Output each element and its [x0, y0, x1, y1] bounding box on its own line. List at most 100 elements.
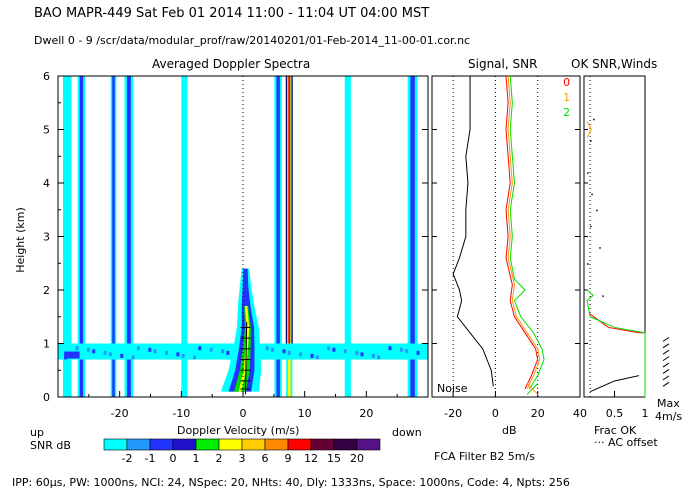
wind-barb-4: [662, 356, 670, 362]
noise-speckle-29: [327, 346, 331, 351]
y-tick-label-0: 0: [43, 391, 50, 404]
colorbar-level-4: 2: [216, 452, 223, 465]
signal-snr-panel: -20 0 20 40 Noise 0 1 2: [431, 75, 587, 420]
plot-title-line: BAO MAPR-449 Sat Feb 01 2014 11:00 - 11:…: [34, 6, 430, 21]
spectral-band-4: [181, 76, 188, 397]
snr-x-tick-label-2: 20: [531, 407, 545, 420]
db-axis-label: dB: [502, 424, 517, 437]
noise-speckle-33: [360, 352, 364, 357]
colorbar-level-8: 12: [304, 452, 318, 465]
wind-dot-4: [599, 247, 601, 249]
snr-x-tick-label-0: -20: [444, 407, 462, 420]
wind-barb-2: [662, 369, 670, 374]
ok-x-tick-label-0: 0.5: [606, 407, 624, 420]
ok-series-green: [586, 289, 646, 397]
ok-snr-winds-panel: 0.5 1: [583, 75, 670, 420]
down-label: down: [392, 426, 422, 439]
params-footer: IPP: 60µs, PW: 1000ns, NCI: 24, NSpec: 2…: [12, 476, 570, 489]
noise-speckle-10: [153, 349, 157, 354]
snr-legend-0: 0: [563, 76, 570, 89]
spectra-title: Averaged Doppler Spectra: [152, 57, 311, 71]
snr-colorbar: -2 -1 0 1 2 3 6 9 12 15 20: [103, 438, 381, 465]
wind-dot-1: [591, 193, 593, 196]
wind-dot-8: [593, 118, 595, 121]
ok-frame: [583, 75, 646, 398]
colorbar-swatch-5: [218, 438, 243, 451]
noise-speckle-25: [287, 350, 291, 355]
ok-series-black: [589, 375, 640, 393]
noise-speckle-12: [176, 352, 180, 357]
noise-speckle-37: [399, 347, 403, 352]
colorbar-swatch-6: [241, 438, 266, 451]
y-tick-label-1: 1: [43, 338, 50, 351]
colorbar-swatch-10: [333, 438, 358, 451]
noise-speckle-11: [164, 350, 168, 355]
noise-pocket: [64, 351, 80, 359]
noise-speckle-13: [181, 353, 185, 358]
core-marker-spine: [244, 322, 248, 395]
wind-dot-6: [602, 295, 604, 297]
snr-mark-b: [526, 383, 539, 395]
ok-marker-5km: [586, 121, 592, 138]
dotted-line-legend-icon: ···: [594, 436, 605, 449]
colorbar-swatch-11: [356, 438, 381, 451]
up-label: up: [30, 426, 44, 439]
wind-dot-3: [590, 225, 592, 228]
band-edge-left: [285, 76, 287, 357]
wind-dot-0: [587, 172, 589, 174]
spectral-band-7: [344, 76, 351, 397]
noise-speckle-36: [388, 346, 392, 351]
x-tick-label-4: 20: [359, 407, 373, 420]
colorbar-swatch-9: [310, 438, 335, 451]
noise-speckle-9: [148, 347, 152, 352]
dwell-path-line: Dwell 0 - 9 /scr/data/modular_prof/raw/2…: [34, 34, 471, 47]
snr-db-label: SNR dB: [30, 439, 71, 452]
snr-legend-2: 2: [563, 106, 570, 119]
noise-speckle-31: [343, 349, 347, 354]
snr-legend-1: 1: [563, 91, 570, 104]
noise-speckle-30: [332, 347, 336, 352]
y-axis-label: Height (km): [14, 207, 27, 273]
x-axis-label: Doppler Velocity (m/s): [177, 424, 300, 437]
noise-speckle-22: [265, 346, 269, 351]
colorbar-swatch-1: [126, 438, 151, 451]
band-edge-right: [291, 76, 293, 357]
snr-panel-title: Signal, SNR: [468, 57, 538, 71]
colorbar-level-9: 15: [327, 452, 341, 465]
winds-panel-title: OK SNR,Winds: [571, 57, 658, 71]
snr-series-1: [507, 75, 541, 390]
colorbar-level-3: 1: [193, 452, 200, 465]
ac-offset-text: AC offset: [608, 436, 658, 449]
ok-series-red: [589, 313, 645, 334]
wind-dot-2: [596, 209, 598, 212]
snr-x-tick-label-1: 0: [492, 407, 499, 420]
x-tick-label-0: -20: [111, 407, 129, 420]
snr-series-2: [509, 75, 545, 390]
spectral-band-core-2: [112, 76, 115, 397]
colorbar-level-7: 9: [285, 452, 292, 465]
noise-speckle-39: [416, 350, 420, 355]
spectral-band-core-5: [276, 76, 280, 397]
wind-barb-3: [662, 362, 670, 368]
snr-x-tick-label-3: 40: [573, 407, 587, 420]
noise-speckle-32: [355, 350, 359, 355]
colorbar-level-0: -2: [122, 452, 133, 465]
colorbar-level-5: 3: [239, 452, 246, 465]
colorbar-swatch-4: [195, 438, 220, 451]
noise-speckle-15: [198, 346, 202, 351]
colorbar-swatch-7: [264, 438, 289, 451]
wind-dot-5: [587, 263, 589, 265]
ok-x-tick-label-1: 1: [642, 407, 649, 420]
noise-speckle-28: [315, 355, 319, 360]
noise-speckle-38: [405, 349, 409, 354]
noise-speckle-17: [221, 349, 225, 354]
colorbar-level-6: 6: [262, 452, 269, 465]
colorbar-level-2: 0: [170, 452, 177, 465]
band-red-core: [288, 76, 291, 357]
colorbar-level-1: -1: [145, 452, 156, 465]
colorbar-swatch-3: [172, 438, 197, 451]
noise-speckle-14: [193, 355, 197, 360]
spectral-band-0: [62, 76, 72, 397]
noise-speckle-16: [209, 347, 213, 352]
